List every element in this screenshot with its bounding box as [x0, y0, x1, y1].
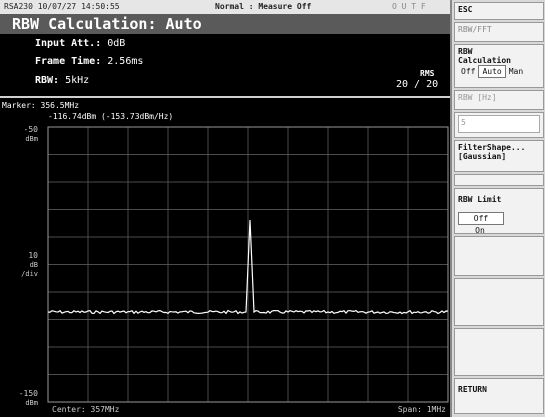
return-button[interactable]: RETURN	[454, 378, 544, 414]
esc-button[interactable]: ESC	[454, 2, 544, 20]
empty-button	[454, 328, 544, 376]
spacer	[454, 174, 544, 186]
mode: Normal : Measure Off	[215, 2, 312, 11]
rbw-field-box: 5	[454, 112, 544, 138]
empty-button	[454, 278, 544, 326]
footer-span: Span: 1MHz	[398, 405, 446, 414]
plot-frame	[47, 126, 449, 403]
label: Input Att.:	[35, 38, 102, 49]
indicators: O U T F	[392, 2, 426, 11]
axis-scale-per: /div	[21, 270, 38, 278]
axis-top-unit: dBm	[25, 135, 38, 143]
spectrum-plot: Marker: 356.5MHz -116.74dBm (-153.73dBm/…	[0, 98, 450, 417]
title: RBW Calculation: Auto	[12, 15, 202, 33]
empty-button	[454, 236, 544, 276]
option-selected[interactable]: Off	[458, 212, 504, 225]
footer-center: Center: 357MHz	[52, 405, 120, 414]
limit-label: RBW Limit	[458, 195, 502, 204]
info-row: Input Att.: 0dB	[35, 38, 125, 49]
option[interactable]: Off	[461, 67, 476, 76]
info-row: RBW: 5kHz	[35, 75, 89, 86]
axis-bottom-unit: dBm	[25, 399, 38, 407]
label: Frame Time:	[35, 56, 102, 67]
axis-bottom: -150	[19, 389, 38, 398]
info-row: Frame Time: 2.56ms	[35, 56, 143, 67]
calc-label: RBW Calculation	[458, 47, 511, 65]
axis-scale: 10	[28, 251, 38, 260]
option-selected[interactable]: Auto	[478, 65, 506, 78]
rbw-field[interactable]: 5	[458, 115, 540, 133]
value: 2.56ms	[107, 56, 144, 67]
grid	[48, 127, 448, 402]
status-bar: RSA230 10/07/27 14:50:55 Normal : Measur…	[0, 0, 450, 14]
marker-frequency: Marker: 356.5MHz	[2, 101, 79, 110]
option[interactable]: Man	[508, 67, 524, 76]
axis-scale-unit: dB	[30, 261, 38, 269]
count: 20 / 20	[396, 79, 439, 90]
filter-value: [Gaussian]	[458, 152, 507, 161]
info-panel: Input Att.: 0dB Frame Time: 2.56ms RBW: …	[0, 34, 450, 96]
filter-button[interactable]: FilterShape... [Gaussian]	[454, 140, 544, 172]
trace	[47, 219, 449, 315]
instrument: RSA230 10/07/27 14:50:55	[4, 2, 120, 11]
value: 5kHz	[65, 75, 90, 86]
axis-top: -50	[24, 125, 39, 134]
side-menu: ESC RBW/FFT RBW Calculation Off Auto Man R…	[450, 0, 545, 417]
title-bar: RBW Calculation: Auto	[0, 14, 450, 34]
section-label: RBW/FFT	[454, 22, 544, 42]
calc-button[interactable]: RBW Calculation Off Auto Man	[454, 44, 544, 88]
label: RBW:	[35, 75, 60, 86]
detector: RMS	[420, 69, 435, 78]
rbw-label: RBW [Hz]	[454, 90, 544, 110]
value: 0dB	[107, 38, 126, 49]
filter-label: FilterShape...	[458, 143, 526, 152]
limit-button[interactable]: RBW Limit OffOn	[454, 188, 544, 235]
option[interactable]: On	[475, 226, 485, 235]
marker-level: -116.74dBm (-153.73dBm/Hz)	[48, 112, 173, 121]
